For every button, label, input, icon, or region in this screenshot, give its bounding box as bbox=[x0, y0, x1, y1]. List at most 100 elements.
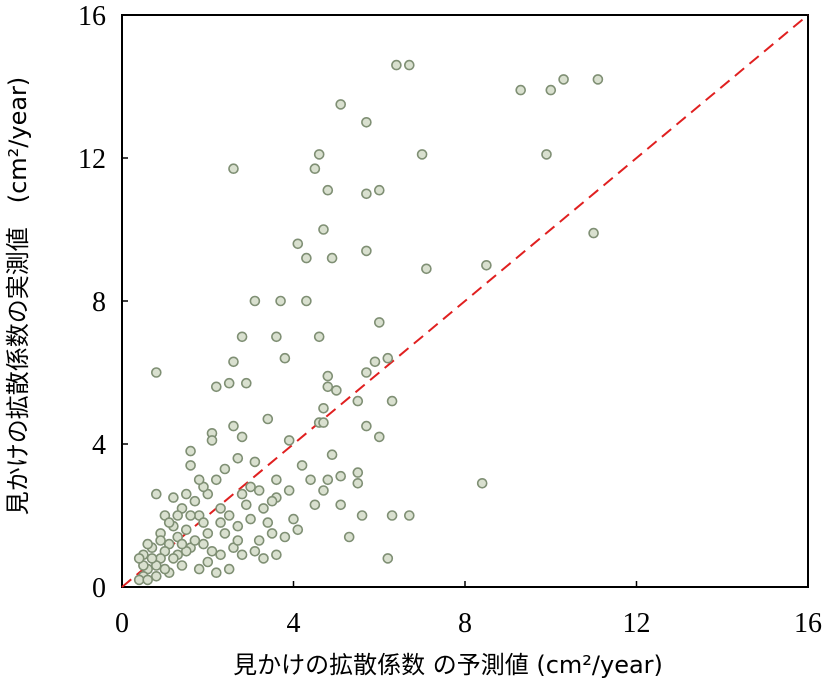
data-point bbox=[232, 452, 244, 464]
data-point bbox=[236, 331, 248, 343]
data-point bbox=[202, 528, 214, 539]
data-point bbox=[361, 245, 372, 257]
data-point bbox=[236, 549, 248, 561]
data-point bbox=[271, 474, 282, 486]
data-point bbox=[361, 420, 372, 432]
data-point bbox=[215, 549, 226, 561]
data-point bbox=[352, 395, 364, 407]
data-point bbox=[421, 263, 432, 275]
data-point bbox=[592, 74, 604, 85]
data-point bbox=[215, 517, 226, 528]
data-point bbox=[343, 531, 355, 543]
data-point bbox=[326, 449, 338, 461]
data-point bbox=[309, 163, 321, 174]
data-point bbox=[185, 460, 196, 471]
data-point bbox=[236, 488, 248, 500]
data-point bbox=[168, 492, 179, 503]
data-point bbox=[271, 331, 282, 343]
data-point bbox=[541, 149, 552, 160]
data-point bbox=[361, 367, 372, 378]
y-tick-label: 16 bbox=[78, 1, 106, 32]
x-tick-label: 8 bbox=[458, 608, 472, 639]
data-point bbox=[322, 184, 334, 196]
x-tick-label: 16 bbox=[794, 608, 822, 639]
data-point bbox=[228, 420, 239, 432]
x-axis-ticks: 0 4 8 12 16 bbox=[115, 608, 822, 639]
data-point bbox=[181, 488, 192, 500]
data-point bbox=[386, 395, 398, 407]
data-point bbox=[266, 528, 278, 539]
data-point bbox=[322, 381, 334, 393]
data-point bbox=[331, 385, 342, 396]
data-point bbox=[283, 485, 295, 496]
data-point bbox=[322, 474, 334, 486]
data-point bbox=[241, 499, 252, 511]
data-point bbox=[279, 352, 291, 364]
data-point bbox=[373, 184, 385, 196]
data-point bbox=[352, 477, 364, 489]
data-point bbox=[305, 474, 316, 486]
data-point bbox=[369, 356, 381, 368]
y-tick-label: 4 bbox=[92, 430, 106, 461]
data-point bbox=[193, 474, 205, 486]
data-point bbox=[292, 524, 304, 536]
data-point bbox=[223, 377, 235, 389]
data-point bbox=[258, 553, 269, 564]
data-point bbox=[373, 317, 385, 328]
data-point bbox=[172, 510, 183, 521]
data-point bbox=[335, 499, 347, 511]
data-point bbox=[481, 259, 492, 271]
data-point bbox=[318, 402, 329, 414]
data-point bbox=[151, 367, 162, 378]
data-point bbox=[223, 510, 235, 521]
data-point bbox=[189, 495, 201, 507]
data-point bbox=[159, 563, 171, 575]
data-point bbox=[258, 503, 269, 514]
data-point bbox=[403, 510, 415, 521]
data-point bbox=[245, 513, 256, 525]
data-point bbox=[215, 503, 226, 514]
y-axis-ticks: 0 4 8 12 16 bbox=[78, 1, 106, 604]
data-points bbox=[133, 59, 604, 586]
data-point bbox=[232, 535, 244, 546]
data-point bbox=[151, 488, 162, 500]
x-tick-label: 0 bbox=[115, 608, 129, 639]
x-tick-label: 12 bbox=[623, 608, 651, 639]
data-point bbox=[155, 535, 166, 546]
data-point bbox=[142, 574, 153, 586]
data-point bbox=[318, 224, 329, 235]
data-point bbox=[416, 149, 428, 160]
data-point bbox=[558, 74, 569, 85]
data-point bbox=[219, 463, 231, 475]
data-point bbox=[382, 352, 394, 364]
data-point bbox=[313, 331, 325, 343]
data-point bbox=[228, 163, 239, 174]
data-point bbox=[202, 556, 214, 568]
data-point bbox=[279, 531, 291, 543]
data-point bbox=[301, 295, 312, 307]
data-point bbox=[403, 59, 415, 71]
data-point bbox=[318, 417, 329, 428]
data-point bbox=[249, 456, 261, 468]
data-point bbox=[545, 84, 557, 96]
y-axis-title: 見かけの拡散係数の実測値 (cm²/year) bbox=[4, 77, 32, 516]
data-point bbox=[236, 431, 248, 443]
data-point bbox=[228, 356, 239, 368]
data-point bbox=[232, 520, 244, 532]
data-point bbox=[262, 413, 274, 425]
data-point bbox=[219, 528, 231, 539]
data-point bbox=[382, 553, 394, 564]
x-tick-label: 4 bbox=[287, 608, 301, 639]
data-point bbox=[193, 563, 205, 575]
data-point bbox=[326, 252, 338, 264]
data-point bbox=[198, 517, 209, 528]
y-tick-label: 12 bbox=[78, 144, 106, 175]
data-point bbox=[373, 431, 385, 443]
data-point bbox=[296, 460, 308, 471]
data-point bbox=[275, 295, 286, 307]
data-point bbox=[151, 570, 162, 582]
data-point bbox=[335, 470, 347, 482]
data-point bbox=[318, 485, 329, 496]
data-point bbox=[146, 553, 158, 564]
